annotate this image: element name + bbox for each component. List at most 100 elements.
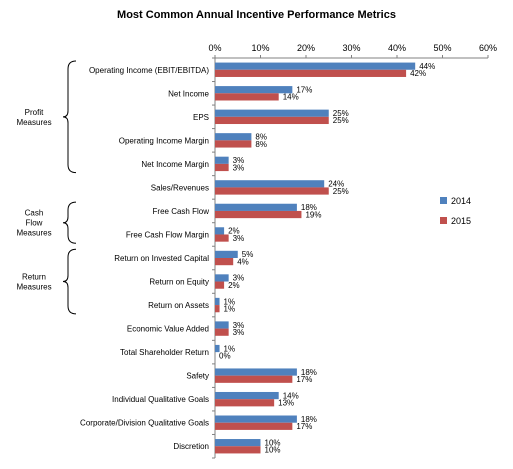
bar-2014 [215,227,225,235]
data-label-2015: 0% [219,352,231,361]
data-label-2014: 3% [233,274,245,283]
data-label-2015: 19% [305,210,321,219]
bar-2014 [215,180,325,188]
data-label-2014: 18% [301,415,317,424]
bar-2015 [215,446,261,454]
category-label: Sales/Revenues [151,183,209,192]
x-tick-label: 30% [342,43,360,53]
data-label-2014: 5% [242,250,254,259]
category-label: Return on Invested Capital [114,254,209,263]
bar-2014 [215,368,297,376]
data-label-2014: 14% [283,391,299,400]
bar-2015 [215,399,275,407]
legend-swatch-2014 [440,197,447,204]
category-label: Free Cash Flow Margin [126,230,209,239]
data-label-2014: 1% [224,344,236,353]
data-label-2014: 3% [233,321,245,330]
category-label: Total Shareholder Return [120,348,209,357]
data-label-2015: 14% [283,93,299,102]
data-label-2015: 17% [296,375,312,384]
data-label-2014: 10% [265,438,281,447]
data-label-2015: 4% [237,257,249,266]
bar-2015 [215,93,279,101]
legend-label-2014: 2014 [451,196,471,206]
x-tick-label: 20% [297,43,315,53]
bar-2015 [215,305,220,313]
data-label-2014: 3% [233,156,245,165]
group-label: Cash [25,209,44,218]
data-label-2014: 17% [296,85,312,94]
data-label-2015: 3% [233,328,245,337]
category-label: Economic Value Added [127,325,209,334]
data-label-2014: 1% [224,297,236,306]
data-label-2014: 25% [333,109,349,118]
group-label: Profit [25,108,44,117]
bar-2014 [215,250,238,258]
legend-swatch-2015 [440,217,447,224]
data-label-2014: 44% [419,62,435,71]
data-label-2014: 2% [228,227,240,236]
bar-2015 [215,116,329,125]
group-brace [62,60,77,174]
category-label: Safety [186,372,209,381]
data-label-2014: 18% [301,368,317,377]
data-label-2014: 24% [328,180,344,189]
data-label-2015: 13% [278,399,294,408]
data-label-2015: 1% [224,304,236,313]
bar-2014 [215,133,252,141]
bar-2014 [215,86,293,94]
bar-2014 [215,203,297,211]
category-label: Corporate/Division Qualitative Goals [80,419,209,428]
category-label: Operating Income (EBIT/EBITDA) [89,66,209,75]
group-label: Measures [16,283,51,292]
data-label-2015: 10% [265,446,281,455]
x-tick-label: 60% [479,43,497,53]
bar-2015 [215,422,293,430]
bar-2015 [215,375,293,383]
category-label: Net Income [168,89,209,98]
data-label-2015: 25% [333,116,349,125]
bar-2014 [215,297,220,306]
bar-2015 [215,328,229,336]
data-label-2015: 3% [233,163,245,172]
data-label-2015: 25% [333,187,349,196]
group-brace [62,201,77,244]
bar-2015 [215,210,302,219]
bar-2015 [215,258,234,266]
group-label: Measures [16,229,51,238]
data-label-2015: 8% [255,140,267,149]
bar-2015 [215,187,329,195]
group-label: Return [22,273,46,282]
bar-2015 [215,234,229,242]
legend-label-2015: 2015 [451,216,471,226]
bar-2014 [215,415,297,423]
bar-2014 [215,439,261,447]
bar-2014 [215,274,229,282]
category-label: Operating Income Margin [119,136,209,145]
bar-2014 [215,109,329,117]
bar-2015 [215,163,229,172]
x-tick-label: 0% [208,43,221,53]
category-label: EPS [193,113,209,122]
group-brace [62,248,77,315]
group-label: Flow [26,219,43,228]
bar-2014 [215,62,416,70]
data-label-2014: 18% [301,203,317,212]
x-tick-label: 40% [388,43,406,53]
bar-2015 [215,281,225,289]
category-label: Discretion [173,442,209,451]
data-label-2015: 3% [233,234,245,243]
x-tick-label: 50% [433,43,451,53]
data-label-2015: 42% [410,69,426,78]
category-label: Net Income Margin [141,160,209,169]
data-label-2015: 2% [228,281,240,290]
bar-2014 [215,156,229,164]
category-label: Return on Equity [149,278,209,287]
bar-2014 [215,321,229,329]
category-label: Individual Qualitative Goals [112,395,209,404]
category-label: Return on Assets [148,301,209,310]
data-label-2014: 8% [255,133,267,142]
bar-2014 [215,344,220,353]
bar-2015 [215,69,407,77]
